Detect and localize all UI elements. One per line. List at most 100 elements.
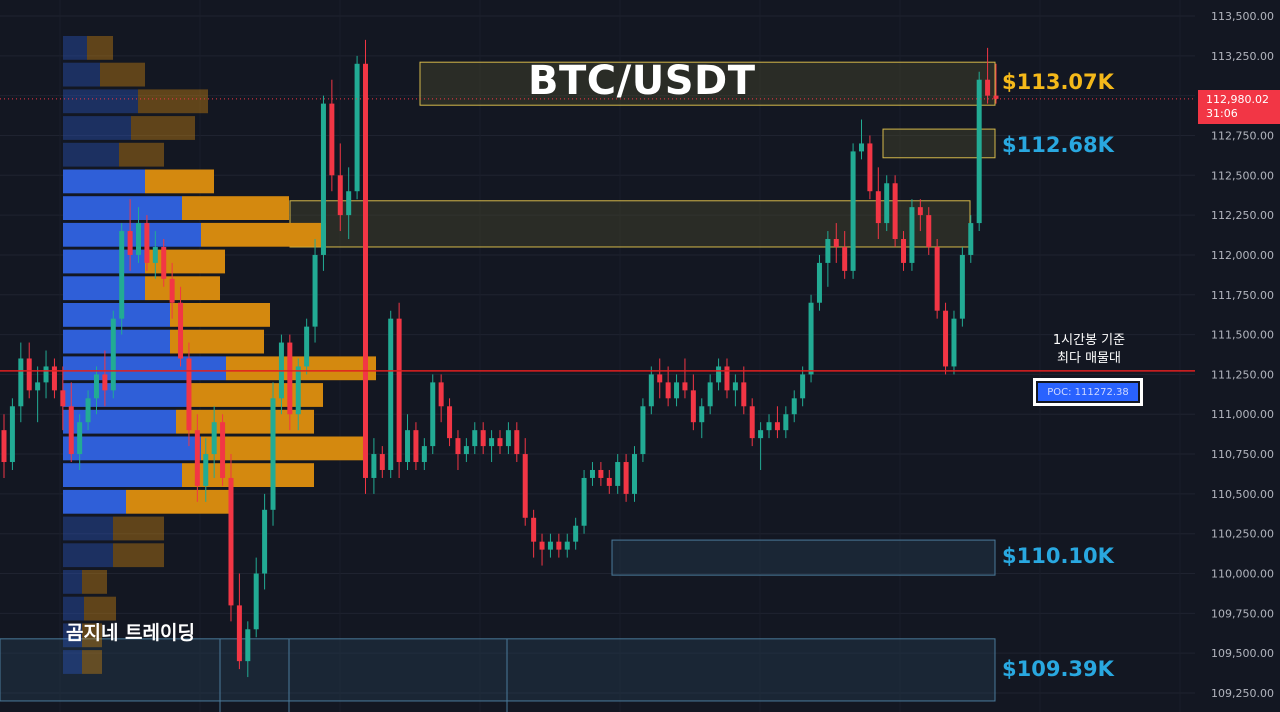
volume-bar-buy xyxy=(63,169,145,194)
candle-body xyxy=(665,382,671,399)
y-tick-label: 112,750.00 xyxy=(1211,129,1274,142)
poc-note: 1시간봉 기준 최다 매물대 xyxy=(1034,332,1144,368)
candle-body xyxy=(329,103,335,176)
y-tick-label: 112,250.00 xyxy=(1211,209,1274,222)
y-tick-label: 111,250.00 xyxy=(1211,368,1274,381)
candle-body xyxy=(749,406,755,439)
volume-profile xyxy=(63,36,376,674)
candle-body xyxy=(93,374,99,399)
candle-body xyxy=(716,366,722,383)
y-tick-label: 112,000.00 xyxy=(1211,249,1274,262)
volume-bar-sell xyxy=(188,383,323,407)
candle-body xyxy=(564,541,570,550)
volume-bar-sell xyxy=(100,62,145,87)
candle-body xyxy=(312,254,318,327)
volume-bar-buy xyxy=(63,329,170,354)
candle-body xyxy=(808,302,814,375)
volume-bar-buy xyxy=(63,463,182,487)
price-axis: 113,500.00113,250.00113,000.00112,750.00… xyxy=(1211,10,1274,700)
candle-body xyxy=(270,398,276,510)
y-tick-label: 109,500.00 xyxy=(1211,647,1274,660)
candle-body xyxy=(909,207,915,263)
volume-bar-buy xyxy=(63,383,188,407)
candle-body xyxy=(682,382,688,391)
volume-bar-sell xyxy=(113,516,164,541)
candle-body xyxy=(186,358,192,431)
candle-body xyxy=(514,430,520,455)
candle-body xyxy=(640,406,646,455)
candle-body xyxy=(556,541,562,550)
candle-body xyxy=(505,430,511,447)
candle-body xyxy=(127,231,133,255)
volume-bar-sell xyxy=(176,409,314,434)
volume-bar-sell xyxy=(138,89,208,114)
price-zones xyxy=(0,61,996,712)
candle-body xyxy=(77,422,83,455)
candle-body xyxy=(589,469,595,478)
candle-body xyxy=(220,422,226,478)
volume-bar-sell xyxy=(82,623,102,648)
candle-body xyxy=(35,382,41,391)
candle-body xyxy=(934,246,940,311)
candle-body xyxy=(447,406,453,439)
volume-bar-buy xyxy=(63,303,170,327)
candle-body xyxy=(396,318,402,463)
candle-body xyxy=(337,175,343,216)
candle-body xyxy=(136,223,142,255)
candle-body xyxy=(421,446,427,463)
candle-body xyxy=(615,462,621,486)
volume-bar-sell xyxy=(145,276,220,301)
y-tick-label: 110,250.00 xyxy=(1211,528,1274,541)
candle-body xyxy=(346,191,352,216)
candle-body xyxy=(169,278,175,303)
volume-bar-buy xyxy=(63,36,87,60)
brand-watermark: 곰지네 트레이딩 xyxy=(66,622,195,644)
candle-body xyxy=(875,191,881,224)
candle-body xyxy=(901,239,907,263)
volume-bar-sell xyxy=(182,463,314,487)
candle-body xyxy=(203,454,209,486)
candle-countdown: 31:06 xyxy=(1206,107,1238,120)
volume-bar-sell xyxy=(113,543,164,568)
volume-bar-buy xyxy=(63,249,145,274)
candle-body xyxy=(968,223,974,255)
candle-body xyxy=(850,151,856,271)
candle-body xyxy=(9,406,15,463)
candle-body xyxy=(943,310,949,367)
candle-body xyxy=(766,422,772,431)
candle-body xyxy=(732,382,738,391)
candle-body xyxy=(724,366,730,391)
candle-body xyxy=(741,382,747,407)
candle-body xyxy=(354,63,360,192)
candle-body xyxy=(951,318,957,367)
y-tick-label: 109,250.00 xyxy=(1211,687,1274,700)
zone-support-110_1k xyxy=(611,539,996,576)
volume-bar-buy xyxy=(63,142,119,167)
candle-body xyxy=(573,525,579,542)
candle-body xyxy=(178,302,184,359)
volume-bar-buy xyxy=(63,436,201,461)
poc-label-box: POC: 111272.38 xyxy=(1033,378,1143,406)
candle-body xyxy=(480,430,486,447)
volume-bar-sell xyxy=(131,116,195,140)
candle-body xyxy=(102,374,108,391)
y-tick-label: 110,500.00 xyxy=(1211,488,1274,501)
candles xyxy=(1,39,999,678)
volume-bar-sell xyxy=(126,489,231,514)
candle-body xyxy=(463,446,469,455)
y-tick-label: 111,750.00 xyxy=(1211,289,1274,302)
candle-body xyxy=(690,390,696,423)
volume-bar-sell xyxy=(84,596,116,621)
y-tick-label: 109,750.00 xyxy=(1211,607,1274,620)
candle-body xyxy=(547,541,553,550)
candle-body xyxy=(379,454,385,470)
volume-bar-buy xyxy=(63,62,100,87)
candle-body xyxy=(161,246,167,279)
volume-bar-buy xyxy=(63,89,138,114)
volume-bar-buy xyxy=(63,116,131,140)
candle-body xyxy=(648,374,654,407)
volume-bar-buy xyxy=(63,409,176,434)
volume-bar-buy xyxy=(63,489,126,514)
